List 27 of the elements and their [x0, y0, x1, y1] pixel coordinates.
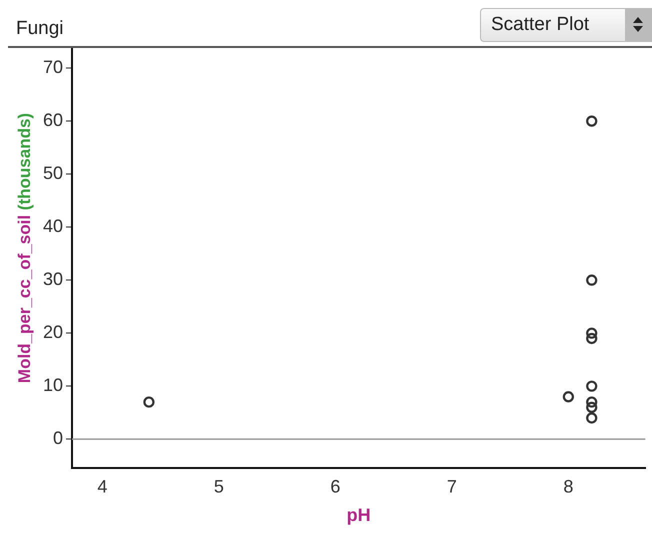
x-tick-label: 5: [214, 476, 224, 497]
y-tick-label: 10: [42, 375, 64, 396]
y-tick-label: 0: [53, 428, 64, 448]
chart-title: Fungi: [16, 18, 64, 40]
y-axis-title: Mold_per_cc_of_soil (thousands): [15, 112, 35, 384]
point: [143, 396, 155, 408]
point: [586, 328, 598, 339]
x-tick-label: 7: [446, 476, 457, 497]
y-tick-label: 30: [42, 269, 64, 290]
y-tick-label: 60: [42, 110, 64, 130]
point: [562, 391, 574, 402]
y-tick-label: 20: [42, 322, 64, 342]
x-tick-label: 6: [330, 476, 340, 497]
x-tick-label: 8: [563, 476, 574, 497]
point: [586, 380, 598, 392]
y-tick-label: 50: [42, 163, 64, 184]
x-axis-title: pH: [346, 505, 371, 526]
point: [586, 396, 598, 408]
text: Scatter Plot: [491, 14, 590, 36]
point: [586, 402, 598, 413]
y-tick-label: 40: [42, 216, 64, 236]
y-tick-label: 70: [42, 57, 64, 78]
point: [586, 274, 598, 286]
point: [586, 332, 598, 344]
point: [586, 116, 598, 127]
point: [586, 412, 598, 424]
x-tick-label: 4: [97, 476, 108, 497]
